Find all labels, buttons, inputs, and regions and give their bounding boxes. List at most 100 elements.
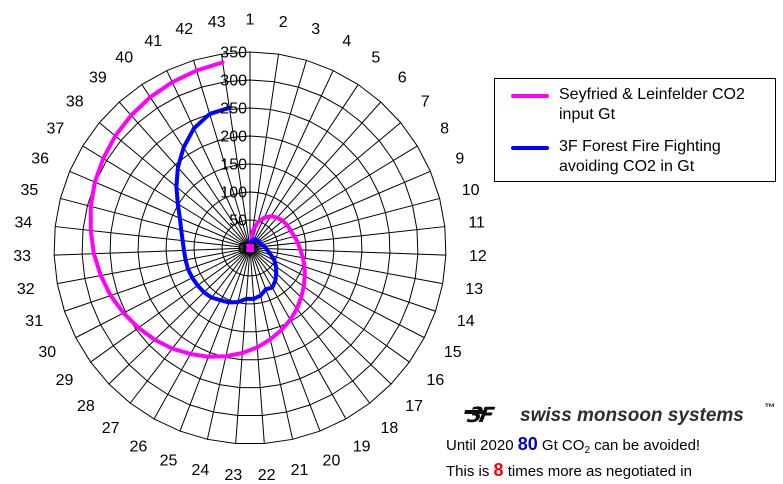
data-point bbox=[228, 106, 231, 110]
data-point bbox=[153, 338, 157, 341]
grid-spoke-23 bbox=[235, 247, 251, 444]
grid-spoke-17 bbox=[249, 247, 392, 385]
data-point bbox=[224, 355, 228, 358]
data-point bbox=[249, 241, 253, 244]
data-point bbox=[102, 157, 105, 160]
data-point bbox=[208, 112, 211, 116]
data-point bbox=[210, 296, 213, 299]
data-point bbox=[259, 242, 262, 245]
data-point bbox=[89, 229, 93, 232]
data-point bbox=[137, 326, 140, 330]
note2-value: 8 bbox=[493, 460, 504, 480]
note1-subscript: 2 bbox=[584, 445, 590, 456]
category-label: 38 bbox=[66, 94, 84, 111]
data-point bbox=[178, 217, 182, 220]
category-label: 7 bbox=[421, 94, 430, 111]
note2-prefix: This is bbox=[446, 463, 490, 480]
legend-label-forest-fire: 3F Forest Fire Fighting avoiding CO2 in … bbox=[559, 138, 721, 175]
data-point bbox=[251, 239, 254, 242]
grid-spoke-27 bbox=[129, 247, 251, 404]
data-point bbox=[296, 241, 300, 244]
grid-ring-50 bbox=[221, 219, 279, 277]
category-label: 22 bbox=[258, 467, 276, 484]
data-point bbox=[259, 294, 262, 297]
grid-spoke-39 bbox=[118, 101, 251, 249]
data-point bbox=[270, 254, 273, 257]
grid-spoke-10 bbox=[249, 197, 440, 249]
data-point bbox=[252, 297, 255, 301]
radial-tick-label: 350 bbox=[220, 45, 247, 62]
center-marker bbox=[246, 244, 254, 252]
grid-spoke-33 bbox=[54, 247, 251, 256]
grid-spoke-21 bbox=[249, 247, 294, 440]
data-point bbox=[149, 95, 152, 99]
radial-tick-label: 50 bbox=[229, 213, 247, 230]
data-point bbox=[265, 247, 268, 250]
grid-ring-250 bbox=[109, 107, 391, 389]
category-label: 27 bbox=[102, 420, 120, 437]
category-label: 16 bbox=[427, 372, 445, 389]
grid-spoke-6 bbox=[249, 101, 382, 249]
radial-tick-labels: 0 50 100 150 200 250 300 350 bbox=[220, 45, 247, 258]
data-point bbox=[271, 286, 274, 289]
category-label: 1 bbox=[246, 12, 255, 29]
grid-spoke-18 bbox=[249, 247, 371, 404]
data-point bbox=[176, 202, 180, 206]
category-label: 2 bbox=[279, 14, 288, 31]
data-point bbox=[186, 267, 190, 271]
radar-grid bbox=[53, 51, 447, 444]
data-point bbox=[122, 311, 125, 315]
grid-spoke-37 bbox=[82, 145, 251, 249]
grid-spoke-20 bbox=[249, 247, 321, 432]
legend-swatch-seyfried bbox=[511, 94, 549, 98]
data-point bbox=[109, 294, 112, 297]
data-point bbox=[301, 256, 305, 259]
data-point bbox=[269, 338, 272, 341]
data-point bbox=[227, 301, 231, 304]
radial-tick-label: 150 bbox=[220, 157, 247, 174]
note-line-1: Until 2020 80 Gt CO2 can be avoided! bbox=[446, 434, 781, 461]
data-point bbox=[207, 355, 210, 358]
grid-spoke-29 bbox=[90, 247, 251, 363]
trademark-mark: ™ bbox=[764, 402, 775, 414]
data-point bbox=[289, 318, 292, 321]
data-point bbox=[184, 258, 187, 262]
note2-suffix: times more as negotiated in bbox=[507, 463, 692, 480]
data-point bbox=[195, 69, 198, 72]
grid-spoke-14 bbox=[249, 247, 436, 312]
radial-tick-label: 0 bbox=[238, 241, 247, 258]
category-label: 39 bbox=[89, 70, 107, 87]
note1-value: 80 bbox=[517, 434, 538, 454]
legend-swatch-forest-fire bbox=[511, 146, 549, 150]
data-point bbox=[266, 250, 270, 253]
category-label: 33 bbox=[13, 248, 31, 265]
category-label: 31 bbox=[25, 313, 43, 330]
data-point bbox=[273, 259, 276, 262]
radial-tick-label: 300 bbox=[220, 73, 247, 90]
category-label: 35 bbox=[21, 182, 39, 199]
category-label: 23 bbox=[224, 467, 242, 484]
category-label: 32 bbox=[17, 281, 35, 298]
radar-series bbox=[88, 60, 307, 359]
radial-tick-label: 100 bbox=[220, 185, 247, 202]
brand-logo: 3F bbox=[465, 403, 510, 427]
data-point bbox=[260, 243, 264, 247]
category-label: 28 bbox=[77, 398, 95, 415]
category-label: 25 bbox=[160, 452, 178, 469]
category-label: 20 bbox=[323, 452, 341, 469]
data-point bbox=[275, 272, 278, 275]
category-label: 17 bbox=[405, 398, 423, 415]
grid-spoke-25 bbox=[179, 247, 251, 432]
data-point bbox=[179, 228, 183, 232]
data-point bbox=[89, 205, 92, 208]
data-point bbox=[256, 221, 259, 224]
data-point bbox=[241, 351, 244, 355]
data-point bbox=[274, 265, 278, 268]
category-label: 18 bbox=[380, 420, 398, 437]
grid-spoke-28 bbox=[108, 247, 251, 385]
grid-ring-300 bbox=[81, 79, 419, 417]
data-point bbox=[303, 265, 306, 268]
grid-spoke-11 bbox=[249, 226, 445, 249]
category-label: 42 bbox=[175, 21, 193, 38]
